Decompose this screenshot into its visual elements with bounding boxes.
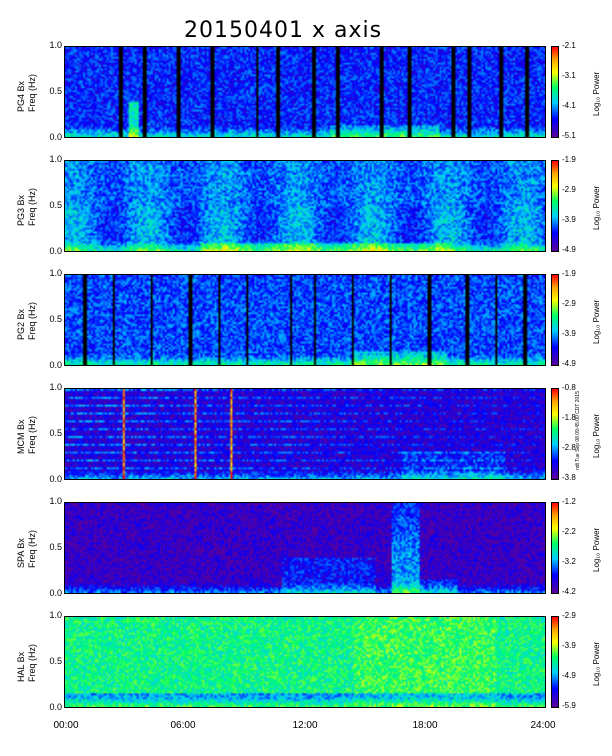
y-tick-label: 0.0	[49, 702, 62, 712]
colorbar-tick-label: -4.1	[562, 101, 576, 110]
colorbar-tick-label: -3.9	[562, 329, 576, 338]
station-label: PG2 Bx	[16, 308, 26, 340]
y-tick-label: 0.0	[49, 474, 62, 484]
spectrogram-image	[65, 47, 545, 137]
colorbar-label: Log₁₀ Power	[592, 616, 604, 708]
spectrogram-panel: PG2 Bx Freq (Hz) 1.0 0.5 0.0 -1.9 -2.9 -3.9 -4.9…	[0, 268, 612, 394]
y-tick-label: 0.0	[49, 246, 62, 256]
station-label: MCM Bx	[16, 419, 26, 455]
colorbar-tick-label: -2.9	[562, 611, 576, 620]
spectrogram-image	[65, 617, 545, 707]
y-tick-label: 0.0	[49, 132, 62, 142]
spectrogram-panel: SPA Bx Freq (Hz) 1.0 0.5 0.0 -1.2 -2.2 -3.2 -4.2…	[0, 496, 612, 622]
station-label: HAL Bx	[16, 651, 26, 682]
spectrogram-plot	[64, 160, 546, 252]
y-tick-label: 0.5	[49, 656, 62, 666]
colorbar-tick-label: -3.9	[562, 641, 576, 650]
colorbar-tick-label: -5.9	[562, 701, 576, 710]
y-tick-label: 0.5	[49, 86, 62, 96]
colorbar-label-text: Log₁₀ Power	[592, 185, 601, 230]
colorbar	[551, 388, 559, 480]
colorbar-tick-label: -2.9	[562, 185, 576, 194]
colorbar-label-text: Log₁₀ Power	[592, 527, 601, 572]
colorbar-label-text: Log₁₀ Power	[592, 299, 601, 344]
colorbar-tick-label: -3.2	[562, 557, 576, 566]
spectrogram-plot	[64, 388, 546, 480]
y-tick-label: 1.0	[49, 382, 62, 392]
colorbar-label: Log₁₀ Power	[592, 46, 604, 138]
y-tick-label: 1.0	[49, 40, 62, 50]
y-tick-label: 0.5	[49, 314, 62, 324]
x-tick-12: 12:00	[292, 720, 318, 731]
colorbar-tick-label: -4.9	[562, 245, 576, 254]
spectrogram-image	[65, 161, 545, 251]
y-tick-label: 0.5	[49, 428, 62, 438]
colorbar-tick-label: -2.8	[562, 443, 576, 452]
spectrogram-image	[65, 275, 545, 365]
colorbar	[551, 274, 559, 366]
colorbar-label: Log₁₀ Power	[592, 388, 604, 480]
colorbar-tick-label: -4.2	[562, 587, 576, 596]
spectrogram-panel: PG3 Bx Freq (Hz) 1.0 0.5 0.0 -1.9 -2.9 -3.9 -4.9…	[0, 154, 612, 280]
colorbar-label: Log₁₀ Power	[592, 502, 604, 594]
colorbar-tick-label: -1.2	[562, 497, 576, 506]
colorbar-tick-label: -2.9	[562, 299, 576, 308]
colorbar	[551, 502, 559, 594]
spectrogram-panel: MCM Bx Freq (Hz) 1.0 0.5 0.0 -0.8 -1.8 -2.8 -3.8…	[0, 382, 612, 508]
x-tick-18: 18:00	[412, 720, 438, 731]
colorbar-label: Log₁₀ Power	[592, 160, 604, 252]
spectrogram-panel: PG4 Bx Freq (Hz) 1.0 0.5 0.0 -2.1 -3.1 -4.1 -5.1…	[0, 40, 612, 166]
colorbar-label-text: Log₁₀ Power	[592, 71, 601, 116]
colorbar	[551, 46, 559, 138]
colorbar-tick-label: -1.8	[562, 413, 576, 422]
colorbar-tick-label: -2.2	[562, 527, 576, 536]
colorbar-tick-label: -4.9	[562, 671, 576, 680]
y-tick-label: 0.0	[49, 360, 62, 370]
spectrogram-plot	[64, 274, 546, 366]
y-tick-label: 0.0	[49, 588, 62, 598]
spectrogram-plot	[64, 46, 546, 138]
y-tick-label: 1.0	[49, 610, 62, 620]
y-tick-label: 1.0	[49, 496, 62, 506]
colorbar-tick-label: -3.8	[562, 473, 576, 482]
colorbar-tick-label: -4.9	[562, 359, 576, 368]
colorbar-tick-label: -2.1	[562, 41, 576, 50]
colorbar-label: Log₁₀ Power	[592, 274, 604, 366]
y-tick-label: 0.5	[49, 200, 62, 210]
colorbar-label-text: Log₁₀ Power	[592, 641, 601, 686]
spectrogram-plot	[64, 616, 546, 708]
spectrogram-plot	[64, 502, 546, 594]
colorbar-tick-label: -0.8	[562, 383, 576, 392]
x-tick-00: 00:00	[53, 720, 79, 731]
y-tick-label: 1.0	[49, 268, 62, 278]
station-label: SPA Bx	[16, 538, 26, 568]
colorbar-tick-label: -3.9	[562, 215, 576, 224]
y-tick-label: 0.5	[49, 542, 62, 552]
x-tick-24: 24:00	[530, 720, 556, 731]
colorbar	[551, 160, 559, 252]
colorbar-tick-label: -1.9	[562, 155, 576, 164]
station-label: PG3 Bx	[16, 194, 26, 226]
colorbar	[551, 616, 559, 708]
x-tick-06: 06:00	[170, 720, 196, 731]
spectrogram-panel: HAL Bx Freq (Hz) 1.0 0.5 0.0 -2.9 -3.9 -4.9 -5.9…	[0, 610, 612, 736]
spectrogram-image	[65, 503, 545, 593]
colorbar-label-text: Log₁₀ Power	[592, 413, 601, 458]
chart-title: 20150401 x axis	[184, 18, 383, 43]
y-tick-label: 1.0	[49, 154, 62, 164]
colorbar-tick-label: -1.9	[562, 269, 576, 278]
spectrogram-image	[65, 389, 545, 479]
colorbar-tick-label: -3.1	[562, 71, 576, 80]
station-label: PG4 Bx	[16, 80, 26, 112]
colorbar-tick-label: -5.1	[562, 131, 576, 140]
